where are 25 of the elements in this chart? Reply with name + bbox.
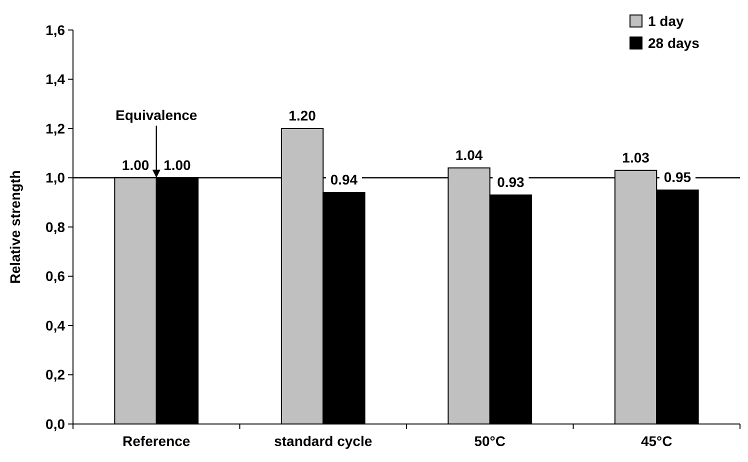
- legend-label: 28 days: [648, 34, 700, 51]
- y-tick-label: 0,4: [46, 317, 66, 334]
- data-label: 1.04: [455, 146, 483, 163]
- annotation: Equivalence: [116, 106, 198, 123]
- legend-label: 1 day: [648, 12, 684, 29]
- y-tick-label: 0,6: [46, 268, 66, 284]
- x-tick-label: 50°C: [474, 433, 506, 449]
- y-tick-label: 1,2: [46, 120, 66, 136]
- data-label: 1.00: [164, 156, 192, 173]
- data-label: 1.00: [122, 156, 150, 173]
- data-label: 1.03: [622, 149, 650, 166]
- y-tick-label: 0,8: [46, 218, 66, 235]
- y-tick-label: 1,4: [46, 71, 66, 88]
- x-tick-label: 45°C: [640, 433, 672, 449]
- y-tick-label: 1,6: [46, 22, 66, 38]
- x-tick-label: Reference: [122, 433, 190, 449]
- y-tick-label: 1,0: [46, 170, 66, 186]
- y-tick-label: 0,0: [46, 416, 66, 432]
- data-label: 1.20: [288, 108, 316, 124]
- data-label: 0.94: [330, 172, 358, 188]
- data-label: 0.93: [497, 174, 525, 190]
- x-tick-label: standard cycle: [274, 433, 372, 449]
- y-axis-title: Relative strength: [7, 170, 23, 284]
- y-tick-label: 0,2: [46, 366, 66, 383]
- data-label: 0.95: [664, 169, 692, 186]
